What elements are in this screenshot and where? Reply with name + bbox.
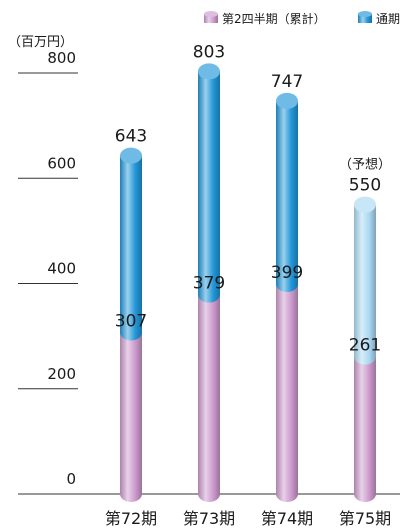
legend-label: 通期 xyxy=(376,12,400,26)
x-tick-label: 第73期 xyxy=(183,509,235,528)
data-labels: 643 307 第72期 803 379 第73期 747 399 第74期 550 （予想） 261… xyxy=(105,42,391,528)
data-label-fullyear: 643 xyxy=(115,127,147,147)
bars xyxy=(120,63,376,502)
legend-swatch xyxy=(204,14,218,23)
data-label-fullyear: 747 xyxy=(271,72,303,92)
bar-q2-segment xyxy=(354,356,376,502)
legend-item-q2: 第2四半期（累計） xyxy=(204,11,326,26)
legend-swatch xyxy=(358,14,372,23)
bar-fullyear-segment xyxy=(354,204,376,365)
data-label-q2: 399 xyxy=(271,263,303,283)
data-label-fullyear: 550 xyxy=(349,176,381,196)
x-tick-label: 第74期 xyxy=(261,509,313,528)
data-label-q2: 379 xyxy=(193,274,225,294)
legend-label: 第2四半期（累計） xyxy=(222,11,326,26)
y-tick-label: 400 xyxy=(47,260,76,278)
bar-q2-segment xyxy=(198,294,220,502)
bar-q2-segment xyxy=(120,332,142,502)
y-tick-label: 0 xyxy=(66,470,76,488)
bar-cap xyxy=(120,147,142,164)
legend: 第2四半期（累計） 通期 xyxy=(204,11,400,26)
legend-swatch-cap xyxy=(358,11,372,17)
x-tick-label: 第75期 xyxy=(339,509,391,528)
x-tick-label: 第72期 xyxy=(105,509,157,528)
bar-fullyear-segment xyxy=(276,100,298,293)
bar-fullyear-segment xyxy=(198,71,220,303)
data-label-q2: 261 xyxy=(349,336,381,356)
bar-q2-segment xyxy=(276,284,298,502)
unit-label: （百万円） xyxy=(8,35,73,50)
data-label-fullyear: 803 xyxy=(193,42,225,62)
forecast-note: （予想） xyxy=(339,157,391,173)
y-tick-label: 200 xyxy=(47,365,76,383)
bar-fullyear-segment xyxy=(120,155,142,341)
bar-cap xyxy=(354,196,376,213)
legend-swatch-cap xyxy=(204,11,218,17)
y-tick-label: 600 xyxy=(47,154,76,172)
y-tick-label: 800 xyxy=(47,49,76,67)
data-label-q2: 307 xyxy=(115,311,147,331)
bar-cap xyxy=(198,63,220,80)
bar-cap xyxy=(276,92,298,109)
legend-item-fullyear: 通期 xyxy=(358,11,400,26)
